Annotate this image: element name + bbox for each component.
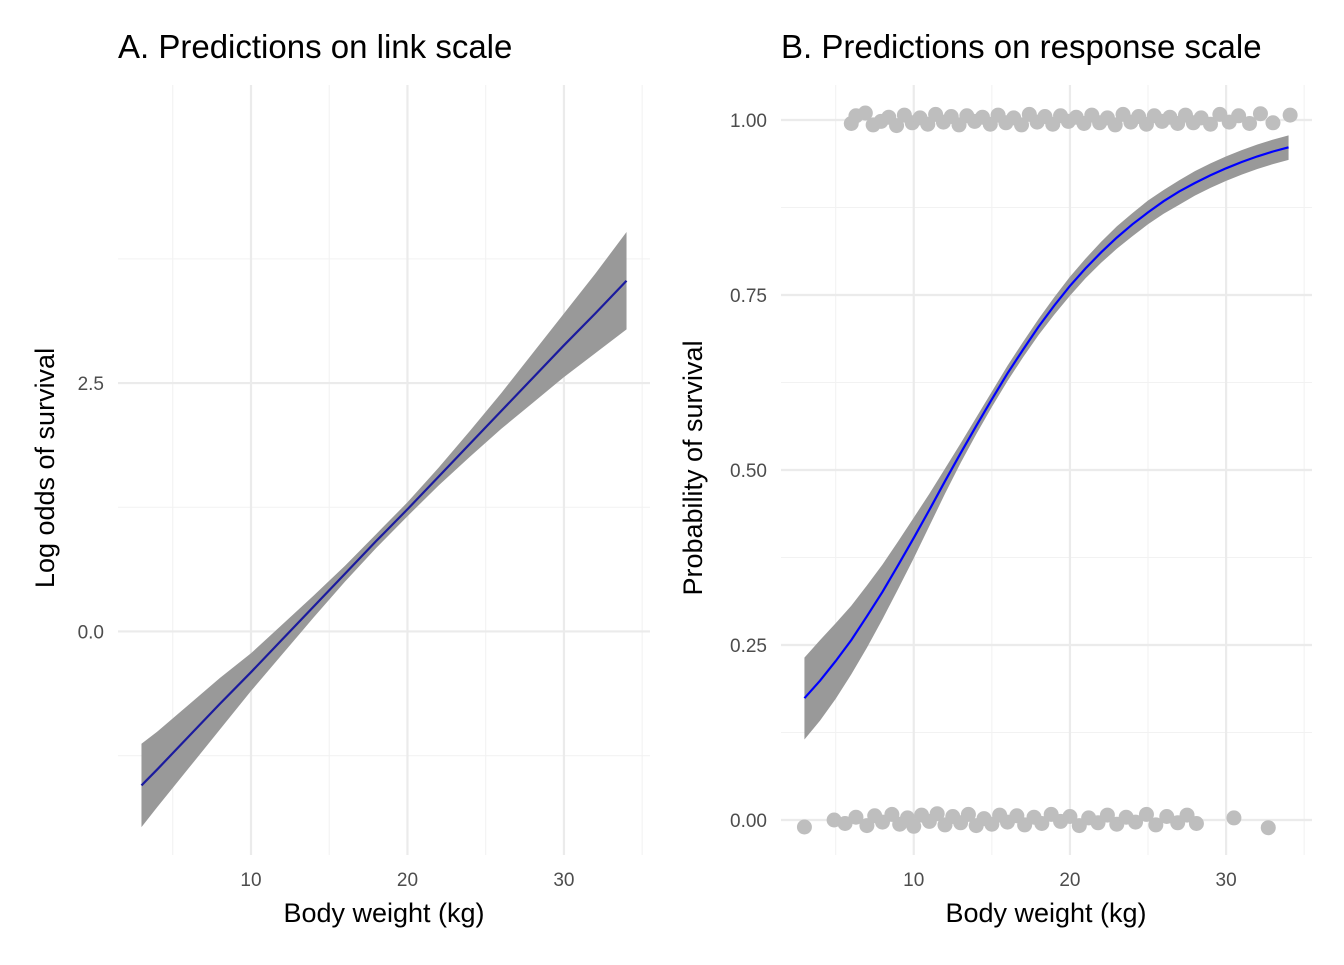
panel-b-grid [781, 85, 1312, 855]
panel-a-y-tick-label-1: 2.5 [78, 374, 104, 395]
panel-b-y-tick-label-3: 0.75 [730, 286, 767, 307]
panel-b-fitted-line-0 [803, 146, 1289, 699]
panel-b-point-13 [929, 806, 945, 822]
panel-b-point-47 [857, 105, 873, 121]
panel-a-x-tick-label-2: 30 [553, 870, 574, 891]
panel-b-point-96 [1252, 106, 1268, 122]
panel-b-x-tick-label-0: 10 [903, 870, 924, 891]
panel-a-y-axis-title: Log odds of survival [30, 348, 60, 588]
panel-b-point-38 [1148, 817, 1164, 833]
panel-b-x-axis-title: Body weight (kg) [945, 898, 1146, 928]
panel-b-point-37 [1138, 806, 1154, 822]
panel-b-point-33 [1099, 807, 1115, 823]
panel-b-point-29 [1062, 809, 1078, 824]
panel-b-y-tick-label-1: 0.25 [730, 636, 767, 657]
panel-b-point-51 [889, 118, 905, 134]
panel-b-point-36 [1128, 814, 1144, 830]
panel-b-point-39 [1159, 809, 1175, 824]
panel-b-point-67 [1014, 117, 1030, 133]
panel-b: B. Predictions on response scale Body we… [678, 28, 1312, 928]
panel-b-confidence-ribbon-0 [804, 135, 1289, 740]
panel-a-y-tick-label-0: 0.0 [78, 622, 104, 643]
panel-b-point-0 [796, 819, 812, 835]
panel-b-y-tick-label-4: 1.00 [730, 111, 767, 132]
panel-b-point-79 [1107, 117, 1123, 133]
panel-b-y-axis-title: Probability of survival [678, 340, 708, 595]
panel-b-point-94 [1231, 108, 1247, 124]
panel-a: A. Predictions on link scale Body weight… [30, 28, 650, 928]
panel-b-x-tick-label-2: 30 [1216, 870, 1237, 891]
panel-b-point-26 [1034, 816, 1050, 831]
panel-a-title: A. Predictions on link scale [118, 28, 512, 65]
panel-b-point-10 [906, 818, 922, 834]
panel-b-point-3 [848, 809, 864, 825]
panel-b-point-17 [960, 806, 976, 822]
panel-b-point-97 [1265, 115, 1281, 131]
panel-b-point-42 [1188, 816, 1204, 831]
panel-a-x-axis-title: Body weight (kg) [283, 898, 484, 928]
panel-a-x-tick-label-0: 10 [240, 870, 261, 891]
panel-a-grid [118, 85, 650, 855]
panel-b-point-98 [1282, 107, 1298, 123]
panel-b-point-43 [1226, 810, 1242, 826]
panel-a-marks [140, 232, 628, 828]
panel-b-point-2 [837, 816, 853, 831]
panel-b-marks [796, 105, 1298, 836]
panel-b-title: B. Predictions on response scale [781, 28, 1262, 65]
panel-b-x-tick-label-1: 20 [1059, 870, 1080, 891]
panel-b-point-44 [1260, 820, 1276, 836]
panel-a-fitted-line-0 [140, 279, 628, 787]
panel-a-confidence-ribbon-0 [141, 232, 627, 828]
panel-a-x-tick-label-1: 20 [397, 870, 418, 891]
panel-b-point-95 [1242, 116, 1258, 131]
panel-b-y-tick-label-2: 0.50 [730, 461, 767, 482]
panel-b-y-tick-label-0: 0.00 [730, 811, 767, 832]
panel-b-point-91 [1202, 116, 1218, 132]
